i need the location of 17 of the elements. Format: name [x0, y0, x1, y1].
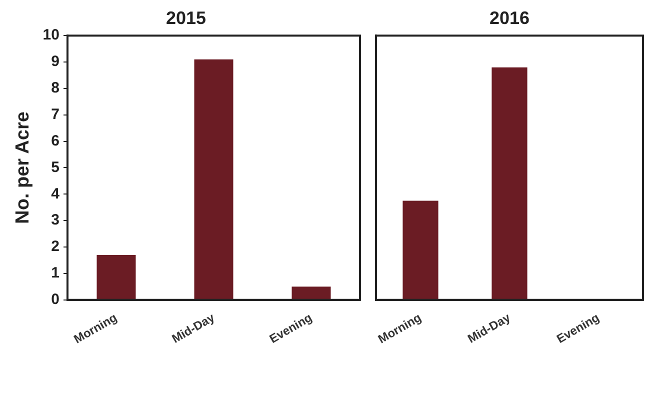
chart-title: 2016	[489, 8, 530, 28]
y-axis-title: No. per Acre	[12, 112, 34, 224]
y-tick-label: 6	[51, 132, 60, 150]
y-tick-label: 3	[51, 212, 60, 229]
y-tick-label: 8	[51, 80, 60, 97]
y-tick-label: 9	[51, 53, 60, 70]
y-tick-label: 7	[51, 106, 60, 124]
y-tick-label: 2	[51, 238, 60, 256]
y-tick-label: 5	[51, 158, 60, 176]
y-tick-label: 4	[51, 185, 60, 202]
bar	[194, 59, 234, 300]
bar	[292, 286, 331, 300]
y-tick-label: 0	[51, 291, 60, 308]
bar	[96, 254, 136, 300]
y-tick-label: 1	[51, 264, 60, 282]
chart-title: 2015	[166, 8, 206, 28]
y-tick-label: 10	[42, 26, 60, 44]
